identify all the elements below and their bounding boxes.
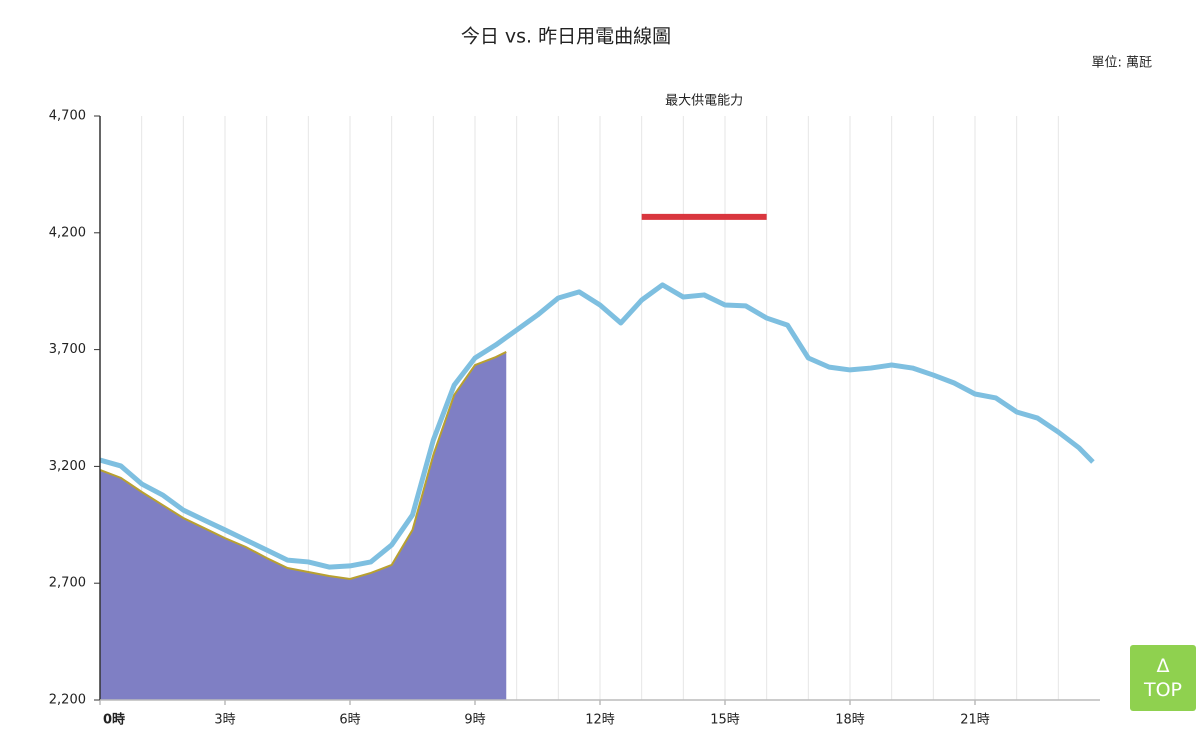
y-tick-label: 2,700 (49, 576, 86, 591)
yesterday-line (99, 282, 1095, 570)
y-tick-label: 4,200 (49, 225, 86, 240)
x-tick-label: 15時 (710, 713, 740, 728)
y-tick-label: 4,700 (49, 109, 86, 124)
unit-label: 單位: 萬瓩 (1091, 56, 1152, 71)
x-tick-label: 0時 (103, 712, 125, 728)
x-tick-label: 3時 (214, 713, 235, 728)
today-line (99, 351, 507, 581)
top-button[interactable]: Δ TOP (1130, 645, 1196, 711)
today-area (100, 351, 507, 700)
y-tick-label: 2,200 (49, 693, 86, 708)
x-tick-label: 9時 (464, 713, 485, 728)
y-tick-label: 3,700 (49, 342, 86, 357)
x-tick-label: 6時 (339, 713, 360, 728)
top-label[interactable]: TOP (1143, 679, 1183, 701)
annotation-label: 最大供電能力 (665, 94, 743, 109)
x-tick-label: 21時 (960, 713, 990, 728)
chart-title: 今日 vs. 昨日用電曲線圖 (461, 26, 671, 48)
x-tick-label: 12時 (585, 713, 615, 728)
x-tick-label: 18時 (835, 713, 865, 728)
y-tick-label: 3,200 (49, 459, 86, 474)
top-icon[interactable]: Δ (1156, 655, 1170, 677)
